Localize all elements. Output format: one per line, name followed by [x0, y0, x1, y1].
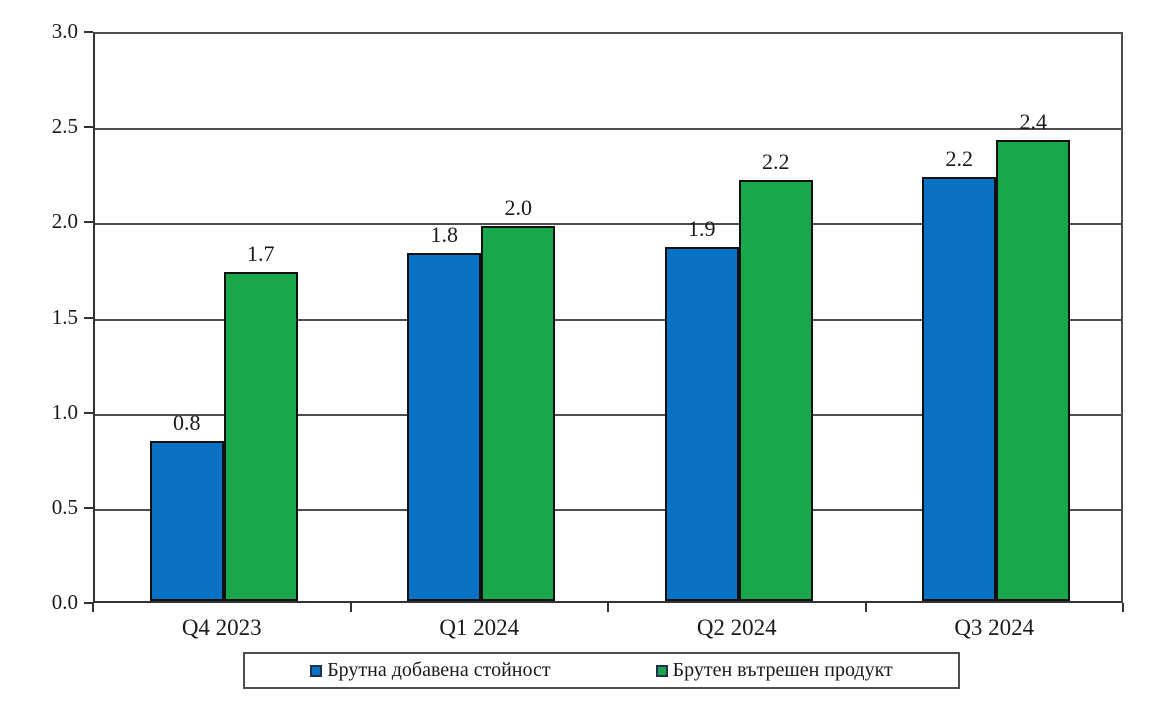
legend-entry: Брутен вътрешен продукт — [655, 659, 893, 682]
bar-blue — [407, 253, 482, 601]
y-axis-label: 3.0 — [51, 19, 78, 43]
x-axis-label: Q3 2024 — [954, 615, 1035, 640]
y-axis-label: 2.0 — [51, 209, 78, 234]
bar-value-label: 1.7 — [247, 241, 275, 266]
plot-area: 0.8 1.7 1.8 2.0 1.9 2.2 2.2 2.4 — [93, 32, 1123, 603]
y-axis-tick — [84, 506, 93, 509]
bar-value-label: 2.4 — [1019, 109, 1048, 134]
gridline — [95, 413, 1121, 416]
legend-entry: Брутна добавена стойност — [310, 659, 551, 682]
x-axis-label: Q4 2023 — [181, 615, 262, 640]
gridline — [95, 128, 1121, 131]
x-axis-tick — [92, 603, 94, 612]
y-axis-label: 1.5 — [51, 304, 78, 329]
gridline — [95, 223, 1121, 226]
bar-green — [481, 226, 556, 601]
bar-value-label: 1.9 — [688, 216, 716, 241]
legend: Брутна добавена стойност Брутен вътрешен … — [243, 652, 960, 689]
y-axis-tick — [84, 221, 93, 224]
gridline — [95, 318, 1121, 321]
x-axis-tick — [607, 603, 609, 612]
bar-value-label: 1.8 — [430, 222, 459, 247]
bar-value-label: 2.2 — [945, 146, 974, 171]
bar-value-label: 0.8 — [173, 410, 201, 435]
bar-green — [738, 180, 813, 601]
bar-green — [996, 140, 1071, 601]
legend-series-label: Брутен вътрешен продукт — [672, 659, 893, 681]
gridline — [95, 508, 1121, 511]
y-axis-tick — [84, 411, 93, 414]
x-axis-tick — [349, 603, 352, 612]
y-axis-tick — [84, 316, 93, 319]
bar-green — [223, 272, 298, 601]
y-axis-label: 2.5 — [51, 114, 78, 139]
bar-blue — [149, 441, 224, 601]
y-axis-label: 0.0 — [51, 590, 78, 614]
bar-blue — [664, 247, 739, 601]
bar-value-label: 2.0 — [504, 195, 533, 220]
bar-group: 1.8 2.0 — [353, 34, 611, 601]
y-axis-label: 1.0 — [51, 399, 78, 424]
y-axis-tick — [84, 31, 93, 33]
x-axis-tick — [1122, 603, 1124, 612]
bar-group: 0.8 1.7 — [95, 34, 353, 601]
bar-value-label: 2.2 — [762, 149, 790, 174]
y-axis-tick — [84, 126, 93, 129]
x-axis-label: Q1 2024 — [439, 615, 520, 640]
x-axis-label: Q2 2024 — [696, 615, 777, 640]
legend-series-label: Брутна добавена стойност — [327, 659, 551, 681]
x-axis-tick — [864, 603, 867, 612]
bar-blue — [922, 177, 997, 601]
bar-group: 2.2 2.4 — [868, 34, 1126, 601]
legend-swatch-blue-icon — [310, 664, 323, 677]
y-axis-tick — [84, 602, 93, 604]
legend-swatch-green-icon — [655, 664, 668, 677]
y-axis-label: 0.5 — [51, 494, 78, 519]
bar-group: 1.9 2.2 — [610, 34, 868, 601]
